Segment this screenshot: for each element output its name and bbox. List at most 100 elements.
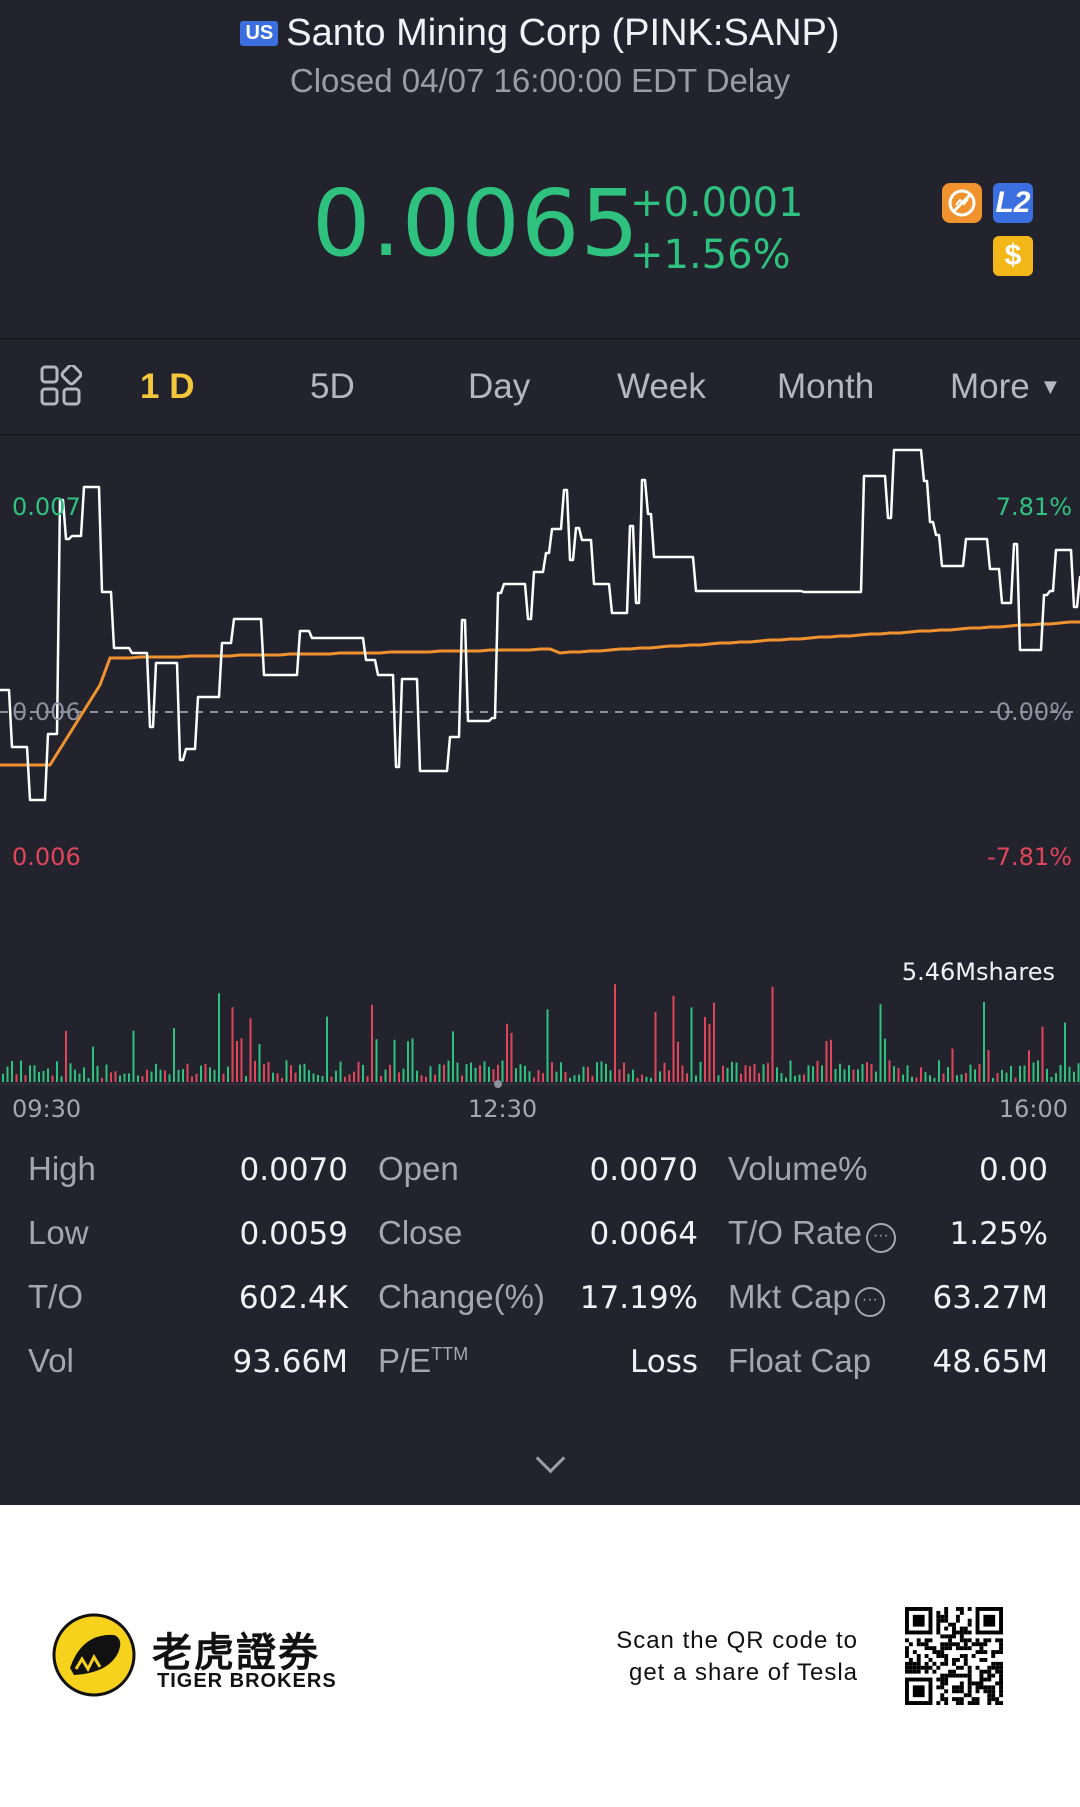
tab-5d[interactable]: 5D	[310, 367, 355, 406]
volume-bar	[663, 1062, 666, 1082]
stat-value: 0.0070	[589, 1152, 698, 1188]
volume-bar	[501, 1060, 504, 1082]
volume-bar	[186, 1063, 189, 1082]
tab-month[interactable]: Month	[777, 367, 875, 406]
volume-bar	[353, 1071, 355, 1082]
stat-label: T/O Rate ···	[728, 1214, 896, 1253]
volume-bar	[857, 1069, 859, 1082]
pct-label-mid: 0.00%	[996, 698, 1072, 726]
volume-bar	[87, 1078, 90, 1082]
volume-bar	[708, 1024, 711, 1082]
page-title: US Santo Mining Corp (PINK:SANP)	[0, 12, 1080, 55]
volume-bar	[254, 1060, 256, 1082]
info-icon[interactable]: ···	[854, 1287, 885, 1317]
volume-bar	[762, 1064, 765, 1082]
volume-bar	[1019, 1065, 1021, 1082]
volume-bar	[146, 1069, 148, 1082]
volume-bar	[780, 1073, 783, 1082]
volume-bar	[821, 1065, 823, 1082]
volume-bar	[659, 1071, 661, 1082]
volume-bar	[245, 1075, 247, 1082]
scan-text: Scan the QR code to get a share of Tesla	[616, 1625, 858, 1689]
volume-bar	[204, 1063, 207, 1082]
volume-bar	[497, 1064, 499, 1082]
volume-bar	[573, 1075, 576, 1082]
volume-bar	[470, 1062, 472, 1082]
volume-bar	[290, 1065, 292, 1082]
tab-more[interactable]: More ▼	[950, 367, 1061, 407]
volume-label: 5.46Mshares	[902, 958, 1055, 986]
volume-bar	[510, 1032, 513, 1082]
volume-bar	[947, 1067, 949, 1082]
volume-bar	[650, 1077, 652, 1082]
volume-bar	[578, 1074, 580, 1082]
volume-bar	[618, 1069, 621, 1082]
dollar-icon[interactable]: $	[993, 236, 1033, 276]
volume-bar	[506, 1023, 508, 1082]
volume-bar	[861, 1064, 864, 1082]
stat-label-text: Volume%	[728, 1150, 868, 1187]
no-trade-icon[interactable]	[942, 183, 982, 223]
volume-bar	[915, 1077, 918, 1082]
volume-bar	[321, 1076, 324, 1082]
volume-bar	[929, 1075, 931, 1082]
volume-bar	[1073, 1071, 1075, 1082]
volume-bar	[672, 995, 675, 1082]
volume-bar	[555, 1071, 558, 1082]
volume-bar	[263, 1064, 265, 1082]
volume-bar	[870, 1064, 873, 1082]
volume-bar	[582, 1066, 585, 1082]
volume-bar	[1046, 1068, 1048, 1082]
level2-icon[interactable]: L2	[993, 183, 1033, 223]
volume-bar	[272, 1072, 274, 1082]
volume-bar	[110, 1072, 112, 1082]
volume-bar	[515, 1068, 517, 1082]
volume-bar	[942, 1073, 945, 1082]
x-tick-mid: 12:30	[468, 1095, 537, 1120]
volume-bar	[380, 1075, 382, 1082]
volume-bar	[645, 1076, 648, 1082]
volume-bar	[825, 1041, 828, 1082]
volume-bar	[461, 1075, 463, 1082]
volume-bar	[1014, 1077, 1017, 1082]
volume-bar	[1059, 1064, 1062, 1082]
tab-week[interactable]: Week	[617, 367, 706, 406]
volume-bar	[384, 1069, 387, 1082]
volume-bar	[803, 1074, 805, 1082]
volume-bar	[987, 1050, 990, 1082]
volume-bar	[789, 1060, 792, 1082]
volume-bar	[551, 1062, 553, 1082]
brand-name-cn: 老虎證券	[152, 1631, 320, 1675]
stock-title: Santo Mining Corp (PINK:SANP)	[286, 12, 840, 54]
volume-bar	[933, 1077, 936, 1082]
volume-bar	[6, 1066, 9, 1082]
volume-bar	[776, 1067, 778, 1082]
volume-bar	[798, 1074, 801, 1082]
layout-grid-icon[interactable]	[40, 365, 82, 407]
intraday-chart[interactable]: 0.007 0.006 0.006 7.81% 0.00% -7.81% 5.4…	[0, 440, 1080, 1120]
tab-1d[interactable]: 1 D	[140, 367, 195, 406]
volume-bar	[416, 1070, 418, 1082]
volume-bar	[339, 1061, 342, 1082]
volume-bar	[740, 1073, 742, 1082]
volume-bar	[1032, 1062, 1035, 1082]
volume-bar	[690, 1007, 693, 1082]
volume-bar	[402, 1068, 405, 1082]
volume-bar	[641, 1074, 643, 1082]
stat-label-text: Low	[28, 1214, 89, 1251]
volume-bar	[258, 1044, 261, 1082]
volume-bar	[681, 1065, 684, 1082]
tab-day[interactable]: Day	[468, 367, 531, 406]
volume-bar	[452, 1031, 454, 1082]
volume-bar	[78, 1073, 81, 1082]
average-price-line	[0, 620, 1080, 767]
volume-bar	[843, 1069, 846, 1082]
volume-bar	[1041, 1026, 1044, 1082]
volume-bar	[960, 1074, 963, 1082]
volume-bar	[483, 1061, 486, 1082]
quote-header: US Santo Mining Corp (PINK:SANP) Closed 0…	[0, 0, 1080, 339]
volume-bar	[771, 986, 774, 1082]
volume-bar	[888, 1060, 891, 1082]
volume-bar	[177, 1069, 180, 1082]
info-icon[interactable]: ···	[865, 1223, 896, 1253]
